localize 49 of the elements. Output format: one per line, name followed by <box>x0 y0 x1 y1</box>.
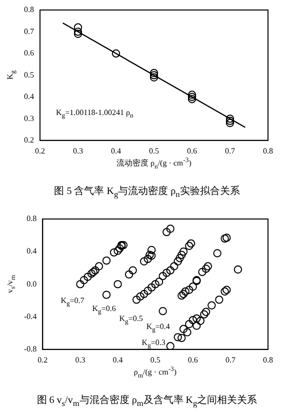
point <box>188 92 196 102</box>
y-tick-label: 0.4 <box>26 246 37 256</box>
y-tick-label: 0.8 <box>24 5 34 14</box>
point <box>150 71 158 80</box>
x-tick-label: 0.8 <box>263 146 273 156</box>
point <box>226 114 234 123</box>
annotation: K$_{g}$=1.00118-1.00241 ρ$_{n}$ <box>56 108 134 120</box>
point <box>150 73 158 82</box>
annotation: K$_{g}$=0.4 <box>146 322 170 335</box>
x-tick-label: 0.2 <box>35 146 45 156</box>
point <box>188 90 196 99</box>
x-tick-label: 0.3 <box>75 355 86 364</box>
annotation: K$_{g}$=0.7 <box>60 296 84 308</box>
y-tick-label: 0.2 <box>24 135 34 144</box>
y-tick-label: -0.8 <box>24 344 37 354</box>
x-tick-label: 0.6 <box>187 146 197 156</box>
x-tick-label: 0.2 <box>38 355 48 364</box>
x-tick-label: 0.5 <box>149 146 159 156</box>
y-tick-label: 0.7 <box>24 26 34 36</box>
text: 图 5 含气率 K$_{g}$与流动密度 ρ$_{n}$实验拟合关系 <box>53 184 241 199</box>
annotation: K$_{g}$=0.3 <box>142 338 166 350</box>
annotation: K$_{g}$=0.5 <box>119 314 143 327</box>
annotation: K$_{g}$=0.6 <box>92 304 116 316</box>
x-tick-label: 0.5 <box>150 355 160 364</box>
y-tick-label: 0.4 <box>24 92 34 102</box>
chart-title: 图 6 v$_{s}$/v$_{m}$与混合密度 ρ$_{m}$及含气率 K$_{g}$之间相关关系 <box>36 395 258 408</box>
point <box>74 30 82 38</box>
x-axis-title: ρ$_{m}$/(g · cm$^{-3}$) <box>134 366 177 380</box>
point <box>74 28 82 36</box>
y-tick-label: 0.0 <box>26 279 37 288</box>
point <box>226 118 234 128</box>
x-tick-label: 0.7 <box>225 146 235 156</box>
y-tick-label: 0.5 <box>24 70 34 80</box>
y-tick-label: 0.6 <box>24 48 34 58</box>
point <box>188 95 196 104</box>
x-tick-label: 0.7 <box>225 355 236 364</box>
point <box>226 116 234 125</box>
x-tick-label: 0.3 <box>73 146 83 156</box>
y-tick-label: -0.4 <box>24 312 37 321</box>
x-tick-label: 0.4 <box>111 146 121 156</box>
y-tick-label: 0.8 <box>26 214 37 224</box>
y-tick-label: 0.3 <box>24 114 34 123</box>
x-tick-label: 0.8 <box>263 355 273 364</box>
x-tick-label: 0.4 <box>112 355 123 364</box>
point <box>74 23 82 32</box>
x-axis-title: 流动密度 ρ$_{n}$/(g · cm$^{-3}$) <box>116 157 192 171</box>
point <box>112 49 120 58</box>
x-tick-label: 0.6 <box>188 355 198 364</box>
point <box>150 68 158 78</box>
